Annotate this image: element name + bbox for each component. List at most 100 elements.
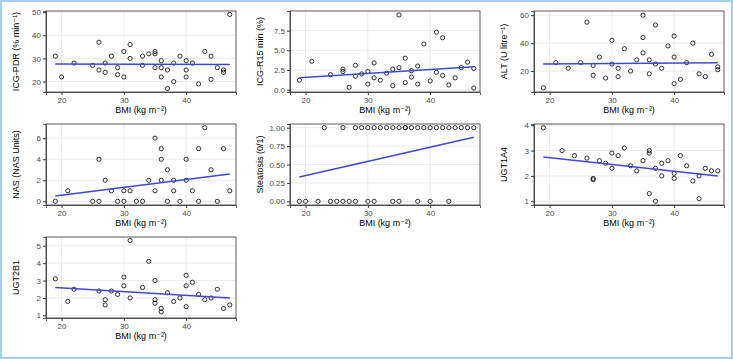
tick: 40 (426, 92, 435, 105)
grid-line (674, 11, 675, 92)
point (716, 169, 720, 173)
tick: 40 (182, 205, 191, 218)
tick-mark (306, 205, 307, 208)
tick-label: 40 (670, 209, 679, 218)
tick: 20 (32, 78, 46, 87)
point (97, 157, 101, 161)
point (153, 136, 157, 140)
point (53, 199, 57, 203)
tick-mark (531, 176, 534, 177)
point (678, 77, 682, 81)
tick-label: 30 (120, 322, 129, 331)
point (147, 259, 151, 263)
tick-mark (531, 151, 534, 152)
point (459, 126, 463, 130)
tick-label: 30 (364, 96, 373, 105)
tick-label: 40 (182, 322, 191, 331)
point (53, 277, 57, 281)
point (165, 68, 169, 72)
point (422, 42, 426, 46)
point (116, 66, 120, 70)
x-axis-title: BMI (kg m⁻²) (359, 105, 411, 115)
tick-label: 40 (520, 39, 529, 48)
point (616, 66, 620, 70)
grid-line (46, 280, 236, 281)
point (416, 64, 420, 68)
tick-label: 50 (32, 8, 41, 17)
plot-border (534, 11, 724, 92)
point (353, 126, 357, 130)
point (172, 79, 176, 83)
point (560, 148, 564, 152)
point (672, 176, 676, 180)
tick-mark (368, 205, 369, 208)
tick: 40 (670, 205, 679, 218)
point (697, 197, 701, 201)
grid-line (46, 245, 236, 246)
grid-line (290, 89, 480, 90)
point (428, 199, 432, 203)
tick: 2.5 (274, 66, 290, 75)
tick: 20 (302, 205, 311, 218)
point (116, 199, 120, 203)
point (610, 151, 614, 155)
point (672, 34, 676, 38)
axis-line (47, 206, 237, 209)
tick-mark (62, 92, 63, 95)
point (416, 82, 420, 86)
point (215, 287, 219, 291)
point (441, 126, 445, 130)
grid-line (534, 43, 724, 44)
tick-mark (43, 246, 46, 247)
point (59, 75, 63, 79)
tick-label: 20 (58, 322, 67, 331)
point (66, 299, 70, 303)
point (159, 306, 163, 310)
tick-mark (430, 92, 431, 95)
tick-mark (430, 205, 431, 208)
tick: 20 (520, 67, 534, 76)
tick: 0.50 (269, 161, 290, 170)
tick-mark (124, 92, 125, 95)
tick: 1.00 (269, 124, 290, 133)
tick-mark (531, 71, 534, 72)
tick-mark (43, 82, 46, 83)
point (140, 199, 144, 203)
tick: 40 (182, 92, 191, 105)
tick-label: 30 (120, 209, 129, 218)
point (378, 78, 382, 82)
point (172, 299, 176, 303)
tick-label: 7.5 (274, 27, 286, 36)
point (434, 30, 438, 34)
tick-label: 0.50 (269, 161, 285, 170)
point (122, 284, 126, 288)
axis-line (531, 125, 535, 206)
axis-line (47, 93, 237, 96)
tick-mark (62, 318, 63, 321)
point (190, 189, 194, 193)
tick: 40 (32, 31, 46, 40)
point (215, 199, 219, 203)
point (122, 49, 126, 53)
tick-label: 40 (32, 31, 41, 40)
x-axis-title: BMI (kg m⁻²) (115, 105, 167, 115)
point (140, 285, 144, 289)
point (184, 273, 188, 277)
point (228, 303, 232, 307)
point (197, 147, 201, 151)
marks (541, 13, 720, 90)
point (591, 73, 595, 77)
point (391, 84, 395, 88)
tick-label: 40 (182, 209, 191, 218)
point (703, 166, 707, 170)
x-axis: 20 30 40 (47, 318, 237, 331)
plot-border (534, 124, 724, 205)
plot-background (290, 124, 480, 205)
y-axis-title: Steatosis (0/1) (255, 135, 265, 193)
axis-line (43, 125, 47, 206)
point (685, 164, 689, 168)
grid-line (534, 15, 724, 16)
tick-mark (124, 205, 125, 208)
point (384, 126, 388, 130)
point (691, 41, 695, 45)
